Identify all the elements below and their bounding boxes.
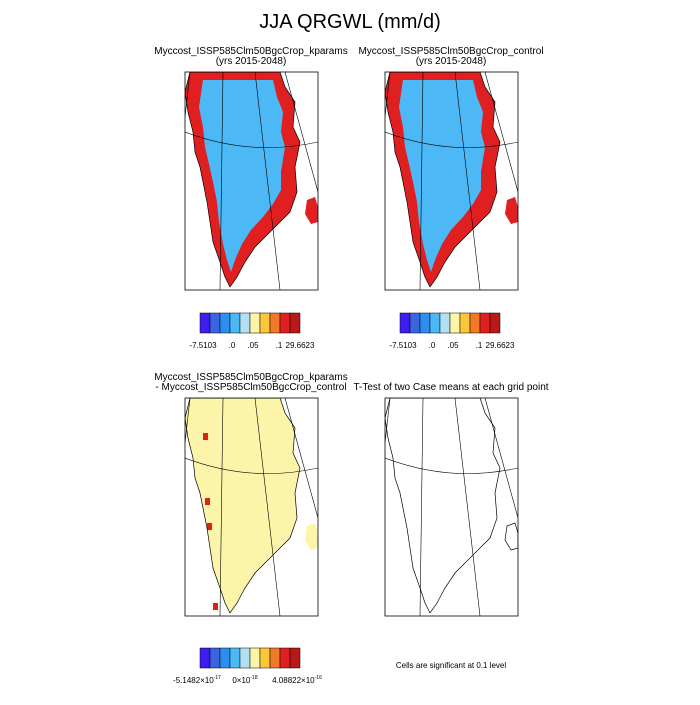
colorbar-box — [469, 312, 481, 334]
colorbar-label: .1 — [476, 341, 483, 350]
colorbar-box — [459, 312, 471, 334]
island-red — [305, 197, 318, 224]
colorbar-box — [249, 312, 261, 334]
label-base: 4.08822×10 — [272, 676, 315, 685]
map — [184, 71, 319, 291]
panel-title: Myccost_ISSP585Clm50BgcCrop_kparams — [154, 372, 347, 383]
map-body — [385, 398, 518, 616]
label-exp: -18 — [250, 675, 257, 681]
outline — [385, 398, 501, 614]
colorbar-box — [289, 312, 301, 334]
map — [184, 397, 319, 617]
colorbar-box — [249, 647, 261, 669]
cell — [213, 603, 218, 610]
panel-title: Myccost_ISSP585Clm50BgcCrop_control — [358, 46, 543, 57]
map-body — [185, 398, 318, 616]
panel-title: Myccost_ISSP585Clm50BgcCrop_kparams — [154, 46, 347, 57]
panel-title: (yrs 2015-2048) — [416, 56, 487, 67]
panel-title: T-Test of two Case means at each grid po… — [353, 382, 548, 393]
colorbar-box — [439, 312, 451, 334]
land-blue — [399, 80, 485, 272]
label-base: -5.1482×10 — [173, 676, 214, 685]
panel-title: - Myccost_ISSP585Clm50BgcCrop_control — [155, 382, 346, 393]
frame — [384, 71, 519, 291]
colorbar-box — [229, 312, 241, 334]
colorbar-label: .1 — [276, 341, 283, 350]
map — [384, 397, 519, 617]
colorbar-label: -7.5103 — [189, 341, 217, 350]
cell — [205, 498, 210, 505]
colorbar-label: .0 — [429, 341, 436, 350]
colorbar-box — [489, 312, 501, 334]
colorbar-box — [269, 647, 281, 669]
map-body — [185, 72, 318, 290]
note: Cells are significant at 0.1 level — [396, 661, 507, 670]
colorbar-label: .05 — [247, 341, 259, 350]
colorbar-label: 4.08822×10-16 — [272, 675, 322, 685]
colorbar-box — [269, 312, 281, 334]
colorbar-label: 29.6623 — [286, 341, 315, 350]
colorbar-label: 0×10-18 — [232, 675, 257, 685]
colorbar-box — [449, 312, 461, 334]
island — [504, 522, 518, 551]
colorbar-label: .05 — [447, 341, 459, 350]
colorbar-box — [219, 647, 231, 669]
colorbar-box — [409, 312, 421, 334]
colorbar-box — [429, 312, 441, 334]
colorbar-label: 29.6623 — [486, 341, 515, 350]
map — [384, 71, 519, 291]
cell — [203, 433, 208, 440]
title: JJA QRGWL (mm/d) — [259, 11, 440, 33]
label-base: 0×10 — [232, 676, 251, 685]
colorbar-box — [259, 312, 271, 334]
land-blue — [199, 80, 285, 272]
map-body — [385, 72, 518, 290]
cell — [207, 523, 212, 530]
colorbar-label: .0 — [229, 341, 236, 350]
frame — [384, 397, 519, 617]
colorbar-box — [279, 312, 291, 334]
label-exp: -17 — [214, 675, 221, 681]
colorbar-box — [289, 647, 301, 669]
colorbar-box — [399, 312, 411, 334]
colorbar-box — [209, 312, 221, 334]
colorbar-box — [239, 312, 251, 334]
colorbar-box — [479, 312, 491, 334]
panel-title: (yrs 2015-2048) — [216, 56, 287, 67]
colorbar-box — [279, 647, 291, 669]
island-red — [505, 197, 518, 224]
colorbar-box — [199, 647, 211, 669]
meridians — [385, 398, 518, 616]
colorbar-box — [209, 647, 221, 669]
frame — [184, 71, 319, 291]
colorbar-box — [259, 647, 271, 669]
island-yellow — [305, 523, 318, 550]
colorbar-label: -5.1482×10-17 — [173, 675, 221, 685]
colorbar-box — [239, 647, 251, 669]
colorbar-box — [199, 312, 211, 334]
label-exp: -16 — [315, 675, 322, 681]
frame — [184, 397, 319, 617]
colorbar-box — [419, 312, 431, 334]
colorbar-box — [219, 312, 231, 334]
colorbar-label: -7.5103 — [389, 341, 417, 350]
colorbar-box — [229, 647, 241, 669]
